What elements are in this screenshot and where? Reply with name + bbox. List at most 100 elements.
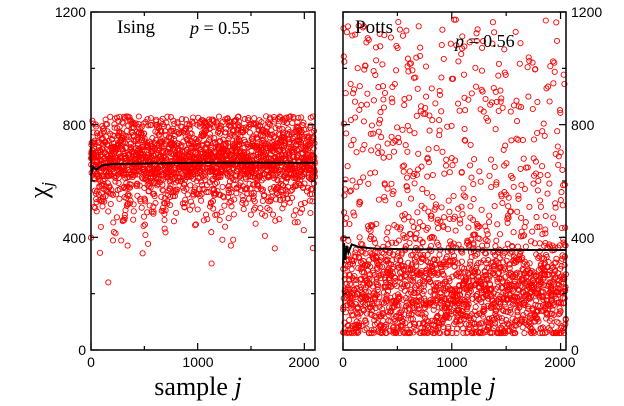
sample-point bbox=[348, 266, 355, 273]
sample-point bbox=[109, 191, 116, 198]
sample-point bbox=[553, 318, 560, 325]
sample-point bbox=[203, 188, 210, 196]
sample-point bbox=[537, 274, 544, 282]
sample-point bbox=[499, 278, 506, 285]
sample-point bbox=[534, 129, 541, 137]
sample-point bbox=[405, 214, 412, 221]
sample-point bbox=[344, 163, 351, 170]
sample-point bbox=[493, 98, 500, 105]
sample-point bbox=[410, 278, 417, 285]
sample-point bbox=[269, 211, 277, 218]
sample-point bbox=[271, 133, 278, 140]
sample-point bbox=[371, 271, 378, 278]
sample-point bbox=[449, 330, 456, 337]
sample-point bbox=[129, 132, 137, 139]
sample-point bbox=[525, 322, 532, 329]
sample-point bbox=[510, 183, 517, 190]
sample-point bbox=[389, 99, 396, 106]
sample-point bbox=[456, 287, 463, 294]
sample-point bbox=[272, 217, 279, 224]
sample-point bbox=[401, 102, 408, 109]
sample-point bbox=[518, 214, 525, 221]
sample-point bbox=[424, 224, 431, 231]
sample-point bbox=[346, 188, 353, 195]
sample-point bbox=[366, 300, 373, 307]
sample-point bbox=[451, 16, 458, 23]
sample-point bbox=[183, 185, 190, 192]
sample-point bbox=[535, 318, 542, 325]
sample-point bbox=[469, 216, 477, 223]
sample-point bbox=[101, 172, 108, 180]
sample-point bbox=[377, 109, 384, 116]
sample-point bbox=[396, 296, 403, 303]
sample-point bbox=[459, 249, 466, 256]
sample-point bbox=[288, 194, 296, 201]
sample-point bbox=[554, 143, 561, 150]
sample-point bbox=[301, 199, 308, 206]
sample-point bbox=[507, 208, 515, 215]
sample-point bbox=[356, 106, 363, 113]
sample-point bbox=[361, 269, 368, 276]
sample-point bbox=[156, 131, 163, 139]
sample-point bbox=[147, 184, 154, 191]
sample-point bbox=[353, 281, 360, 288]
sample-point bbox=[161, 216, 168, 224]
sample-point bbox=[561, 324, 568, 331]
sample-point bbox=[171, 120, 178, 127]
panel-potts: 0 400 800 1200 0 1000 2000 sample j Pott… bbox=[339, 4, 602, 401]
ising-x-axis-title-word: sample bbox=[154, 372, 228, 401]
sample-point bbox=[387, 34, 394, 41]
sample-point bbox=[240, 206, 247, 213]
sample-point bbox=[358, 322, 365, 329]
sample-point bbox=[476, 235, 483, 242]
sample-point bbox=[542, 230, 549, 237]
sample-point bbox=[446, 208, 453, 215]
sample-point bbox=[473, 83, 480, 90]
sample-point bbox=[358, 300, 365, 307]
sample-point bbox=[492, 323, 499, 330]
sample-point bbox=[353, 183, 360, 190]
sample-point bbox=[443, 314, 450, 321]
sample-point bbox=[461, 94, 468, 101]
sample-point bbox=[412, 74, 419, 81]
sample-point bbox=[246, 180, 253, 187]
sample-point bbox=[280, 118, 287, 125]
sample-point bbox=[526, 260, 533, 267]
sample-point bbox=[484, 238, 491, 245]
sample-point bbox=[192, 222, 199, 229]
sample-point bbox=[380, 104, 387, 111]
sample-point bbox=[145, 240, 152, 247]
sample-point bbox=[287, 113, 294, 120]
sample-point bbox=[251, 198, 258, 205]
sample-point bbox=[195, 139, 202, 146]
sample-point bbox=[470, 181, 477, 188]
sample-point bbox=[529, 105, 536, 113]
sample-point bbox=[453, 42, 460, 49]
sample-point bbox=[298, 131, 305, 138]
sample-point bbox=[493, 237, 500, 244]
sample-point bbox=[388, 133, 395, 140]
sample-point bbox=[424, 173, 431, 180]
sample-point bbox=[377, 43, 384, 50]
sample-point bbox=[526, 57, 533, 65]
sample-point bbox=[222, 129, 229, 136]
sample-point bbox=[498, 330, 505, 337]
sample-point bbox=[428, 215, 435, 222]
sample-point bbox=[121, 211, 128, 218]
sample-point bbox=[363, 101, 370, 108]
sample-point bbox=[413, 112, 420, 119]
sample-point bbox=[486, 212, 493, 219]
sample-point bbox=[424, 324, 432, 331]
sample-point bbox=[209, 198, 217, 205]
sample-point bbox=[438, 296, 445, 304]
sample-point bbox=[239, 199, 246, 206]
sample-point bbox=[400, 265, 407, 272]
sample-point bbox=[177, 143, 184, 150]
sample-point bbox=[478, 206, 485, 213]
sample-point bbox=[138, 123, 145, 130]
sample-point bbox=[421, 280, 428, 287]
sample-point bbox=[530, 136, 538, 143]
sample-point bbox=[498, 95, 505, 102]
sample-point bbox=[521, 223, 528, 231]
sample-point bbox=[383, 236, 390, 243]
